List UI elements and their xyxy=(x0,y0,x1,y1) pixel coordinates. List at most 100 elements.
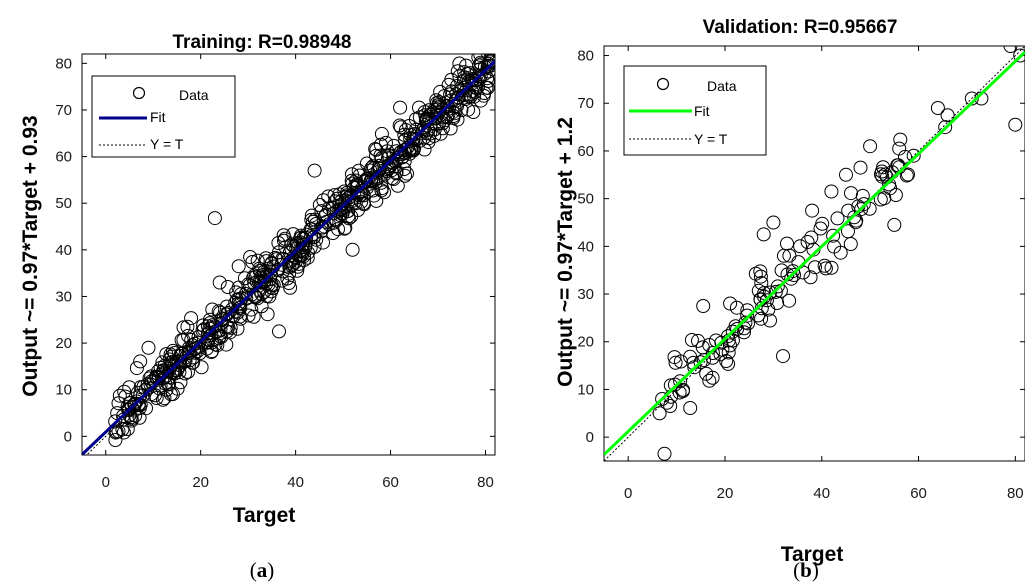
x-axis-label: Target xyxy=(233,504,296,527)
legend-label-data: Data xyxy=(179,87,209,103)
data-point xyxy=(250,253,265,268)
caption-b: (b) xyxy=(793,558,819,582)
data-point xyxy=(214,313,229,328)
data-point xyxy=(1008,117,1023,132)
data-point xyxy=(366,183,380,198)
data-point xyxy=(129,361,144,376)
data-point xyxy=(436,101,450,116)
y-tick-label: 10 xyxy=(55,382,72,399)
data-point xyxy=(354,194,369,209)
legend: Data Fit Y = T xyxy=(623,65,767,156)
data-point xyxy=(445,105,460,120)
data-point xyxy=(938,120,953,135)
data-point xyxy=(208,337,223,352)
data-point xyxy=(304,212,319,227)
data-point xyxy=(412,100,426,115)
data-point xyxy=(331,222,345,237)
caption-a: (a) xyxy=(250,558,275,582)
x-tick-label: 80 xyxy=(477,474,494,491)
data-point xyxy=(776,248,791,263)
data-point xyxy=(721,329,735,344)
data-point xyxy=(901,167,915,182)
y-tick-label: 50 xyxy=(577,191,594,208)
data-point xyxy=(269,252,284,267)
data-point xyxy=(466,105,481,119)
data-point xyxy=(133,354,148,369)
data-point xyxy=(144,369,159,384)
data-point xyxy=(393,100,408,115)
data-point xyxy=(212,275,227,290)
data-point xyxy=(427,128,442,143)
x-tick-label: 0 xyxy=(624,485,632,502)
data-point xyxy=(278,240,293,255)
data-point xyxy=(277,233,291,248)
data-point xyxy=(776,349,790,364)
data-point xyxy=(684,333,699,347)
data-point xyxy=(683,401,698,415)
x-axis-label: Target xyxy=(781,543,844,566)
data-point xyxy=(863,139,878,154)
data-point xyxy=(737,325,751,340)
fit-line xyxy=(82,60,495,455)
data-point xyxy=(112,388,127,403)
data-point xyxy=(432,116,447,130)
data-point xyxy=(219,337,234,352)
data-point xyxy=(180,319,195,334)
legend-label-identity: Y = T xyxy=(694,131,728,147)
data-point xyxy=(246,309,261,324)
legend-label-identity: Y = T xyxy=(150,136,184,152)
data-point xyxy=(782,248,797,263)
data-point xyxy=(182,345,197,360)
data-point xyxy=(272,324,286,339)
data-point xyxy=(818,261,833,276)
data-point xyxy=(759,293,774,308)
data-point xyxy=(766,215,781,230)
data-point xyxy=(149,391,164,405)
data-point xyxy=(930,101,945,115)
data-point xyxy=(804,230,819,245)
data-point xyxy=(162,376,177,391)
data-point xyxy=(461,88,476,103)
data-point xyxy=(696,299,711,313)
data-point xyxy=(782,293,797,308)
data-point xyxy=(663,399,678,413)
data-point xyxy=(345,242,360,257)
data-point xyxy=(389,166,404,181)
chart-title: Validation: R=0.95667 xyxy=(703,17,898,38)
y-tick-label: 0 xyxy=(64,428,72,445)
identity-line xyxy=(604,46,1025,461)
data-point xyxy=(408,112,423,127)
y-tick-label: 60 xyxy=(577,143,594,160)
data-point xyxy=(347,186,362,201)
data-point xyxy=(808,260,822,275)
legend-label-data: Data xyxy=(707,78,737,94)
data-point xyxy=(702,373,717,388)
data-point xyxy=(252,275,266,290)
y-tick-label: 60 xyxy=(55,149,72,166)
data-point xyxy=(721,356,736,371)
data-point xyxy=(465,72,480,86)
legend: Data Fit Y = T xyxy=(91,75,236,158)
x-tick-label: 60 xyxy=(910,485,927,502)
data-point xyxy=(753,264,768,279)
data-point xyxy=(458,92,473,106)
y-tick-label: 30 xyxy=(55,288,72,305)
data-point xyxy=(307,163,322,178)
data-point xyxy=(259,251,273,266)
data-point xyxy=(139,401,153,416)
data-point xyxy=(844,186,858,201)
y-tick-label: 50 xyxy=(55,195,72,212)
data-point xyxy=(260,307,275,322)
data-point xyxy=(768,284,783,299)
data-point xyxy=(1003,46,1018,53)
data-point xyxy=(231,259,246,274)
data-point xyxy=(457,65,472,80)
data-point xyxy=(116,425,131,440)
legend-marker-data xyxy=(656,77,670,91)
data-point xyxy=(843,237,858,251)
data-point xyxy=(657,446,672,461)
y-tick-label: 70 xyxy=(55,102,72,119)
data-point xyxy=(878,167,893,182)
y-axis-label: Output ~= 0.97*Target + 1.2 xyxy=(554,117,577,387)
